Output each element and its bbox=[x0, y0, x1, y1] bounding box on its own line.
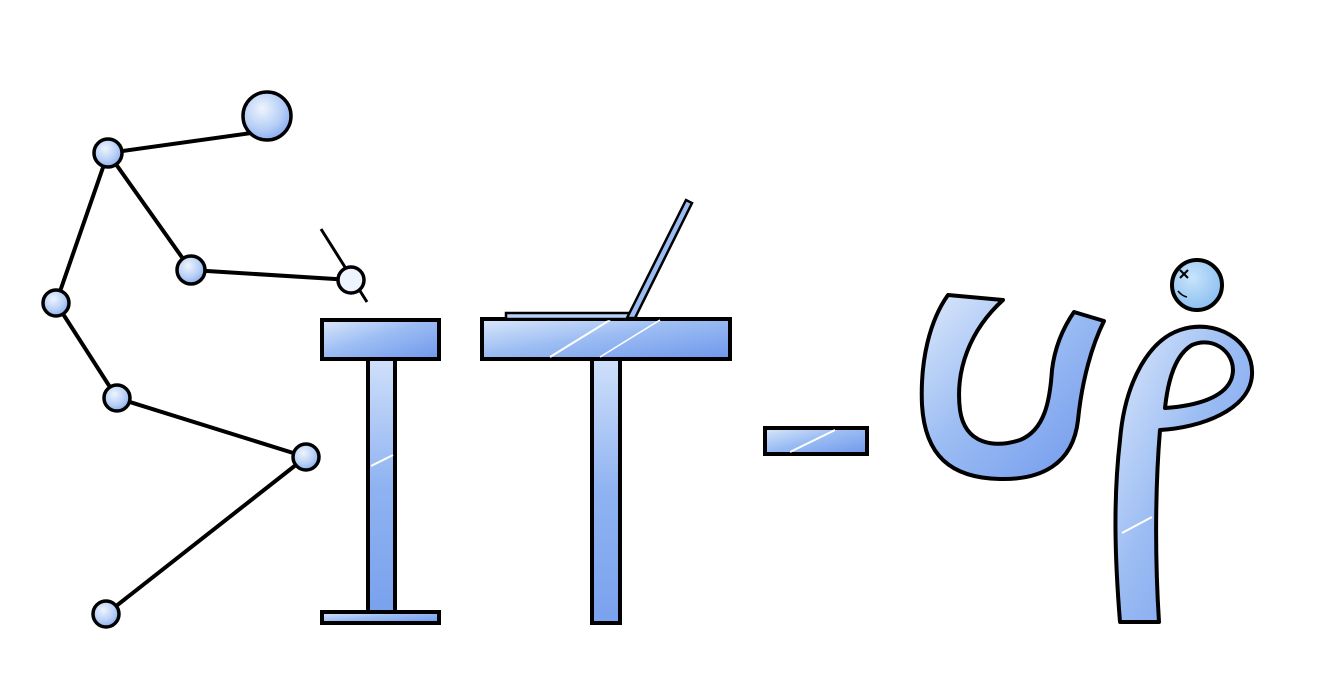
letter-t bbox=[480, 317, 732, 625]
foot-joint bbox=[91, 599, 121, 629]
letter-u-shape bbox=[919, 293, 1106, 482]
knee-joint bbox=[102, 383, 132, 413]
ankle-joint bbox=[291, 442, 321, 472]
hand-joint bbox=[336, 265, 366, 295]
stick-figure-joints bbox=[41, 90, 366, 629]
stick-figure-s bbox=[54, 129, 353, 616]
head-joint bbox=[241, 90, 293, 142]
face-head-icon bbox=[1170, 258, 1224, 312]
elbow-joint bbox=[175, 254, 207, 286]
hip-joint bbox=[41, 288, 71, 318]
hyphen bbox=[763, 426, 869, 456]
laptop-icon bbox=[504, 198, 694, 321]
letter-i bbox=[320, 318, 441, 625]
letter-p-shape bbox=[1113, 324, 1255, 624]
shoulder-joint bbox=[92, 137, 124, 169]
